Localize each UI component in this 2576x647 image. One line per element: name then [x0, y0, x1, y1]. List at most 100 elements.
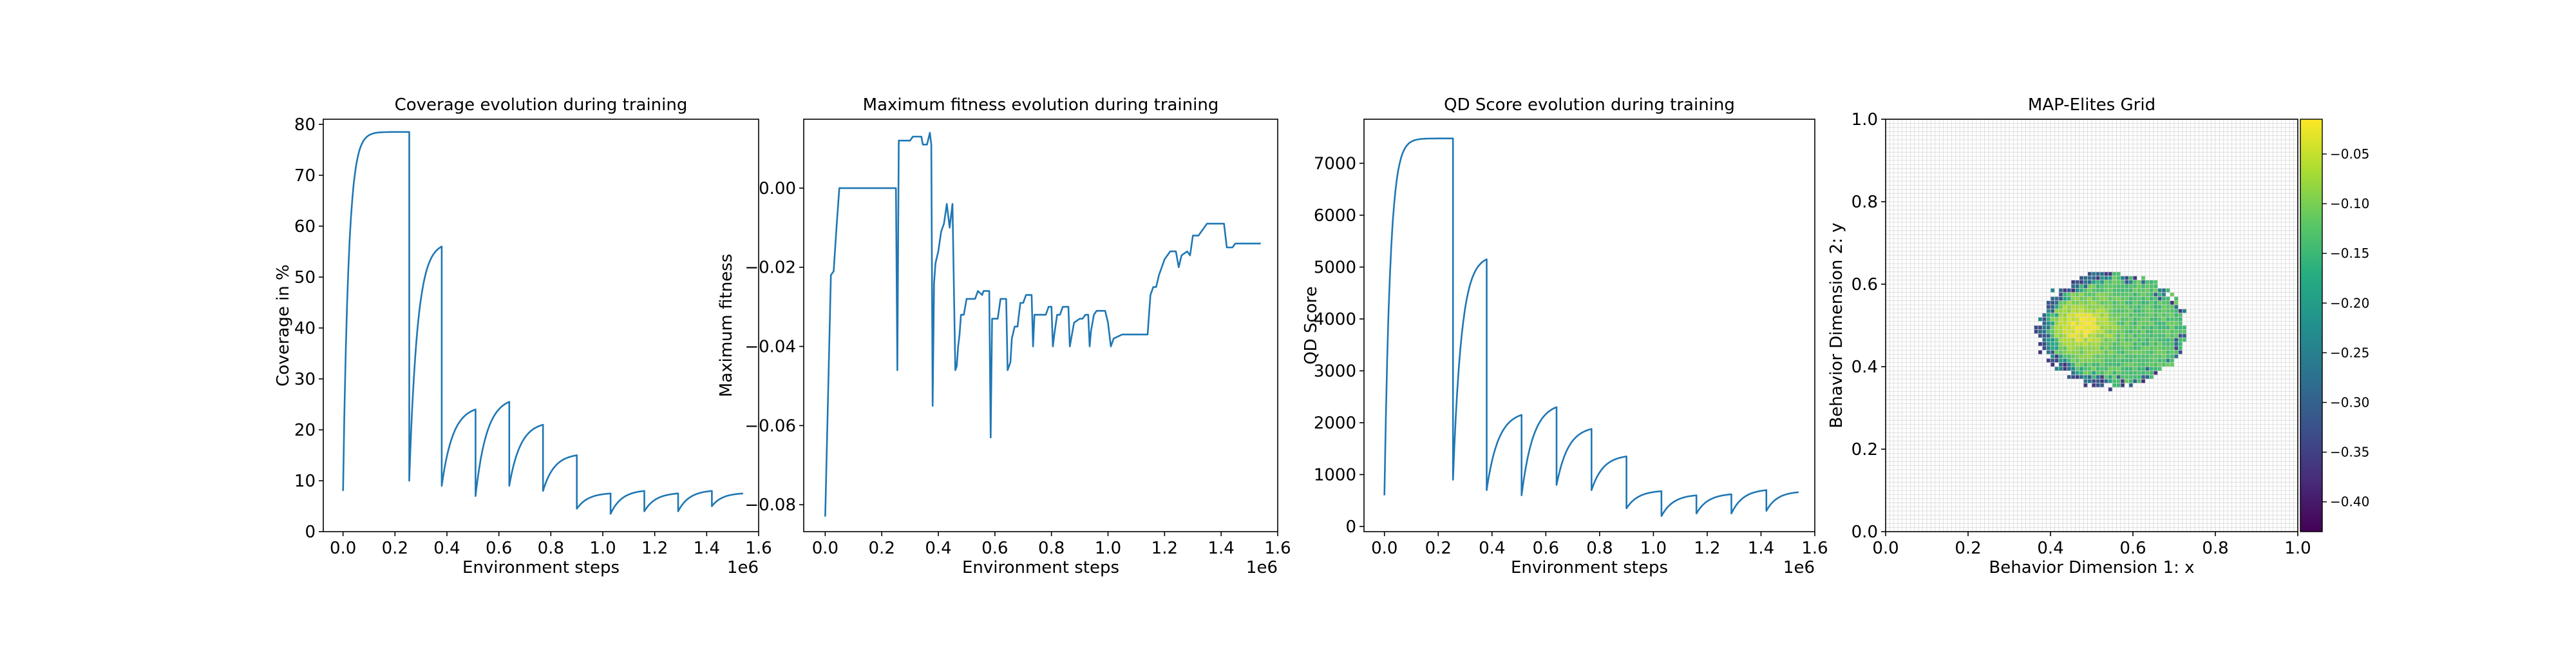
grid-cell: [2116, 288, 2121, 293]
grid-cell: [2075, 284, 2080, 289]
grid-cell: [2099, 317, 2105, 322]
x-tick-label: 1.2: [641, 539, 668, 558]
y-tick-label: 0.2: [1852, 440, 1878, 459]
grid-cell: [2133, 321, 2137, 326]
y-tick-label: 1000: [1314, 465, 1356, 485]
grid-cell: [2058, 292, 2063, 297]
x-tick-label: 1.0: [2284, 539, 2311, 558]
grid-cell: [2137, 350, 2142, 355]
grid-cell: [2170, 292, 2175, 297]
grid-cell: [2108, 379, 2113, 383]
grid-cell: [2092, 354, 2096, 359]
grid-cell: [2137, 300, 2142, 305]
grid-cell: [2128, 296, 2134, 301]
grid-cell: [2079, 313, 2084, 318]
grid-cell: [2096, 358, 2101, 363]
grid-cell: [2083, 309, 2088, 314]
grid-cell: [2141, 342, 2146, 347]
grid-cell: [2116, 325, 2121, 330]
grid-cell: [2099, 358, 2105, 363]
grid-cell: [2141, 379, 2146, 383]
x-tick-label: 1.6: [1801, 539, 1828, 558]
grid-cell: [2046, 309, 2051, 314]
grid-cell: [2092, 374, 2096, 380]
y-tick-label: 70: [294, 166, 316, 186]
grid-cell: [2099, 354, 2105, 359]
grid-cell: [2079, 329, 2084, 334]
grid-cell: [2075, 288, 2080, 293]
x-tick-label: 0.4: [2037, 539, 2063, 558]
grid-cell: [2154, 284, 2158, 289]
grid-cell: [2063, 309, 2067, 314]
grid-cell: [2108, 300, 2113, 305]
grid-cell: [2137, 342, 2142, 347]
grid-cell: [2058, 342, 2063, 347]
grid-cell: [2174, 296, 2179, 301]
grid-cell: [2071, 371, 2076, 376]
grid-cell: [2133, 305, 2137, 309]
grid-cell: [2071, 300, 2076, 305]
grid-cell: [2166, 333, 2170, 338]
grid-cell: [2137, 280, 2142, 285]
grid-cell: [2116, 350, 2121, 355]
grid-cell: [2112, 354, 2117, 359]
grid-cell: [2112, 379, 2117, 383]
grid-cell: [2170, 321, 2175, 326]
grid-cell: [2178, 313, 2183, 318]
grid-cell: [2058, 305, 2063, 309]
grid-cell: [2058, 367, 2063, 371]
grid-cell: [2071, 284, 2076, 289]
grid-cell: [2141, 288, 2146, 293]
grid-cell: [2116, 371, 2121, 376]
grid-cell: [2149, 350, 2154, 355]
grid-cell: [2120, 383, 2125, 388]
grid-cell: [2087, 338, 2092, 342]
grid-cell: [2149, 321, 2154, 326]
grid-cell: [2079, 367, 2084, 371]
grid-cell: [2128, 374, 2134, 380]
x-axis-label: Behavior Dimension 1: x: [1989, 558, 2194, 577]
x-tick-label: 1.0: [1095, 539, 1121, 558]
y-tick-label: −0.06: [744, 416, 796, 436]
grid-cell: [2096, 342, 2101, 347]
grid-cell: [2178, 350, 2183, 355]
grid-cell: [2075, 300, 2080, 305]
grid-cell: [2145, 371, 2150, 376]
grid-cell: [2067, 296, 2072, 301]
grid-cell: [2128, 313, 2134, 318]
y-tick-label: 30: [294, 370, 316, 389]
grid-cell: [2083, 354, 2088, 359]
grid-cell: [2128, 379, 2134, 383]
y-tick-label: 1.0: [1852, 110, 1878, 130]
x-tick-label: 0.6: [2119, 539, 2146, 558]
grid-cell: [2099, 309, 2105, 314]
grid-cell: [2054, 296, 2060, 301]
y-tick-label: 60: [294, 217, 316, 237]
grid-cell: [2083, 305, 2088, 309]
grid-cell: [2054, 321, 2060, 326]
grid-cell: [2154, 371, 2158, 376]
grid-cell: [2104, 276, 2108, 280]
grid-cell: [2099, 342, 2105, 347]
grid-cell: [2141, 305, 2146, 309]
grid-cell: [2104, 292, 2108, 297]
grid-cell: [2141, 358, 2146, 363]
grid-cell: [2075, 305, 2080, 309]
grid-cell: [2092, 325, 2096, 330]
grid-cell: [2141, 296, 2146, 301]
grid-cell: [2096, 325, 2101, 330]
grid-cell: [2128, 346, 2134, 351]
grid-cell: [2125, 333, 2129, 338]
grid-cell: [2099, 383, 2105, 388]
grid-cell: [2108, 271, 2113, 276]
grid-cell: [2083, 367, 2088, 371]
grid-cell: [2071, 358, 2076, 363]
grid-cell: [2112, 362, 2117, 367]
grid-cell: [2096, 346, 2101, 351]
grid-cell: [2161, 292, 2166, 297]
grid-cell: [2170, 305, 2175, 309]
grid-cell: [2058, 317, 2063, 322]
grid-cell: [2112, 292, 2117, 297]
grid-cell: [2157, 296, 2163, 301]
grid-cell: [2112, 288, 2117, 293]
